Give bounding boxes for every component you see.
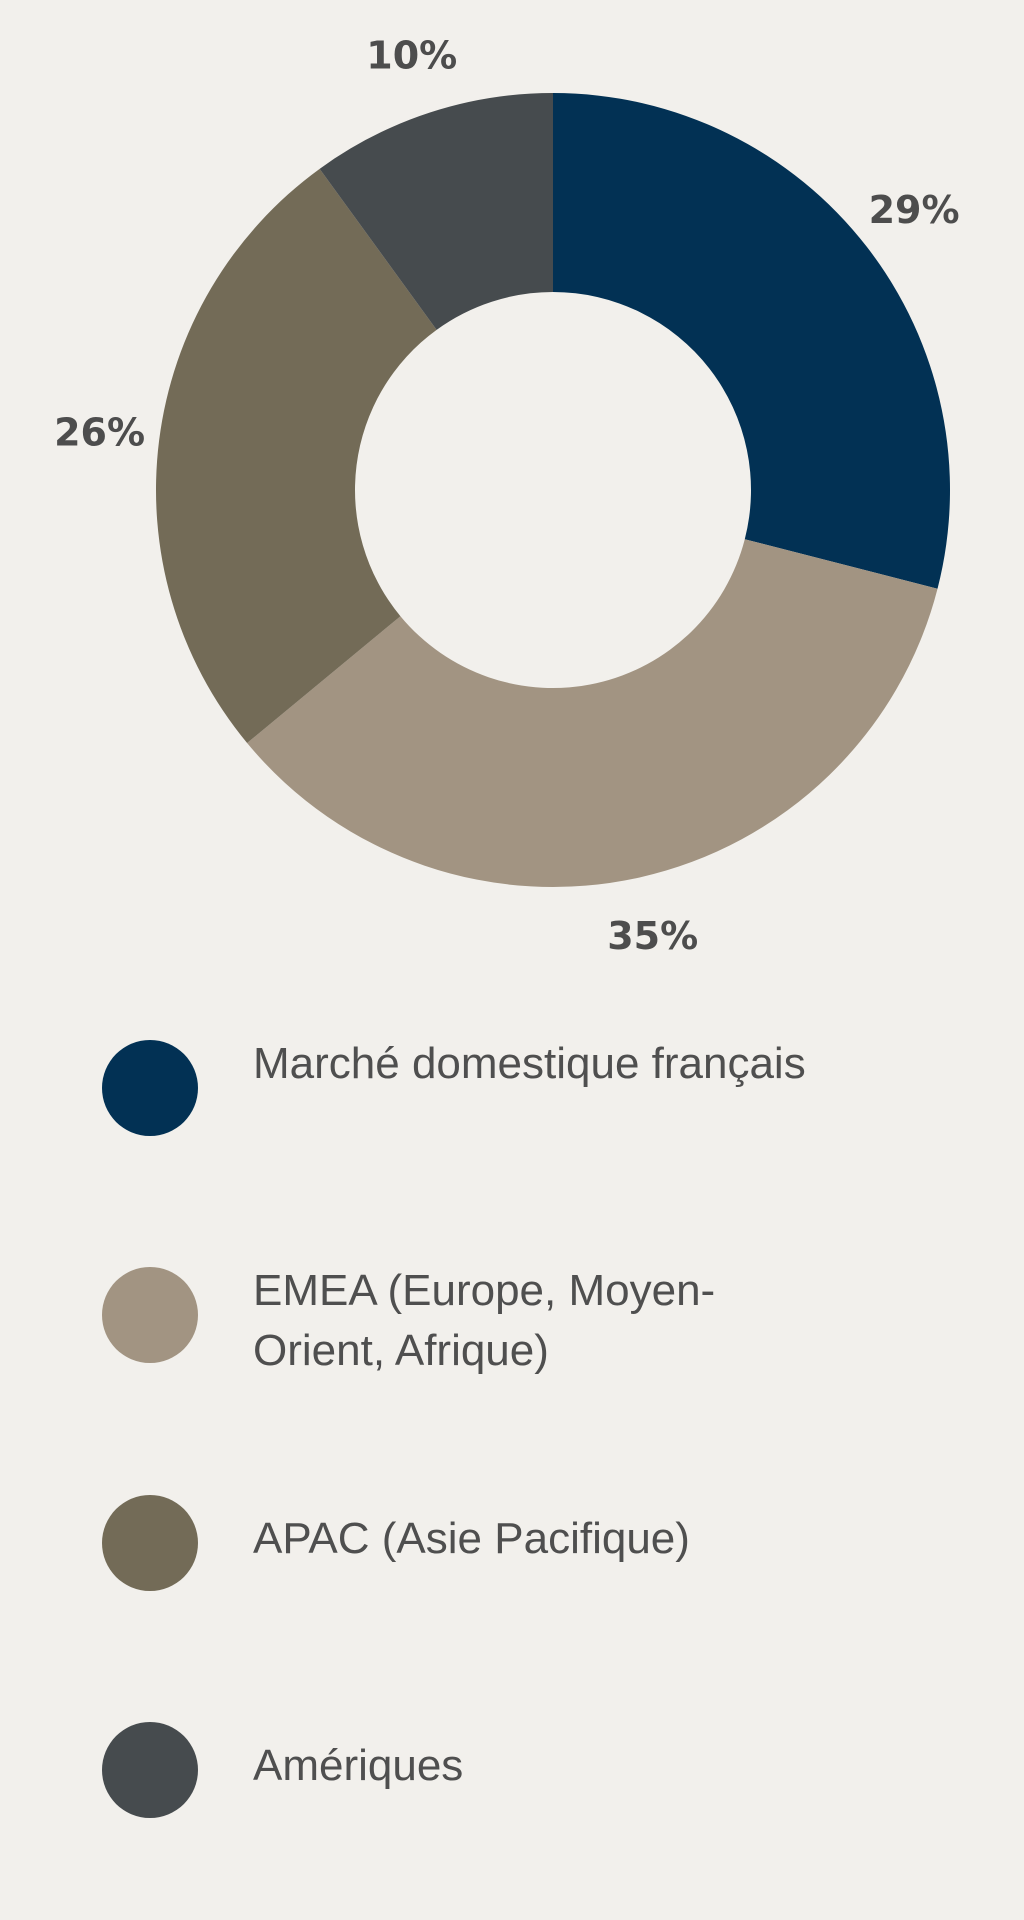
slice-marche-domestique-francais <box>553 93 951 589</box>
legend-swatch-ameriques <box>102 1722 198 1818</box>
slices-group <box>155 93 951 887</box>
legend-swatch-apac <box>102 1495 198 1591</box>
value-label-ameriques: 10% <box>366 33 457 77</box>
legend-label-marche-domestique: Marché domestique français <box>253 1039 806 1088</box>
value-label-apac-asie-pacifique: 26% <box>54 411 145 455</box>
slice-emea-europe-moyen-orient-afrique <box>247 539 938 887</box>
legend-label-ameriques: Amériques <box>253 1741 464 1790</box>
legend-label-apac: APAC (Asie Pacifique) <box>253 1514 690 1563</box>
slice-apac-asie-pacifique <box>155 168 437 744</box>
legend-swatch-marche-domestique <box>102 1040 198 1136</box>
value-label-emea-europe-moyen-orient-afrique: 35% <box>607 914 698 958</box>
legend-label-emea: EMEA (Europe, Moyen-Orient, Afrique) <box>253 1266 716 1375</box>
donut-chart-svg: 29% 35% 26% 10% <box>54 33 959 958</box>
legend-swatch-emea <box>102 1267 198 1363</box>
value-labels-group: 29% 35% 26% 10% <box>54 33 959 958</box>
slice-ameriques <box>319 93 553 330</box>
value-label-marche-domestique-francais: 29% <box>869 188 960 232</box>
donut-chart: 29% 35% 26% 10% <box>54 33 959 958</box>
